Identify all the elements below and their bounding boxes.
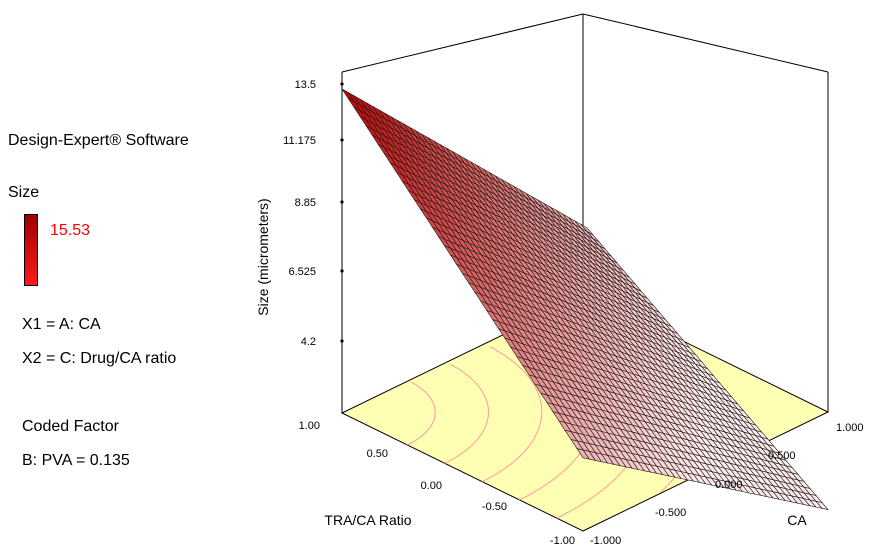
z-tick-label: 8.85 [295, 197, 316, 209]
z-tick-mark [340, 269, 344, 273]
x-tick-label: 0.000 [715, 479, 743, 491]
y-axis-title: TRA/CA Ratio [324, 512, 411, 528]
z-tick-mark [340, 82, 344, 86]
floor-contour-line [444, 363, 490, 464]
z-tick-label: 13.5 [295, 79, 316, 91]
surface-cell [341, 88, 355, 102]
z-tick-label: 11.175 [283, 135, 316, 147]
x-tick-label: -1.000 [590, 535, 621, 547]
y-tick-label: 1.00 [299, 420, 320, 432]
y-tick-label: 0.00 [421, 480, 442, 492]
coded-factor-value: B: PVA = 0.135 [22, 452, 130, 469]
z-tick-label: 6.525 [288, 266, 316, 278]
response-name: Size [8, 184, 40, 201]
box-edge-top-left [341, 13, 584, 73]
software-title: Design-Expert® Software [8, 132, 189, 149]
z-tick-mark [340, 138, 344, 142]
x-tick-label: -0.500 [655, 507, 686, 519]
y-tick-label: -0.50 [482, 501, 507, 513]
x-axis-title: CA [787, 512, 807, 528]
y-tick-label: -1.00 [550, 535, 575, 547]
z-tick-mark [340, 200, 344, 204]
factor-x1: X1 = A: CA [22, 316, 101, 333]
floor-contour-line [407, 381, 436, 446]
y-tick-label: 0.50 [367, 448, 388, 460]
coded-factor-title: Coded Factor [22, 418, 119, 435]
factor-x2: X2 = C: Drug/CA ratio [22, 350, 177, 367]
z-tick-mark [340, 339, 344, 343]
color-legend-bar [24, 214, 38, 286]
z-tick-label: 4.2 [301, 336, 316, 348]
x-tick-label: 0.500 [768, 450, 796, 462]
legend-max-value: 15.53 [50, 222, 91, 239]
z-axis-title: Size (micrometers) [255, 198, 271, 315]
floor-contour-line [481, 346, 543, 483]
x-tick-label: 1.000 [836, 422, 864, 434]
box-edge-top-right [582, 13, 829, 73]
